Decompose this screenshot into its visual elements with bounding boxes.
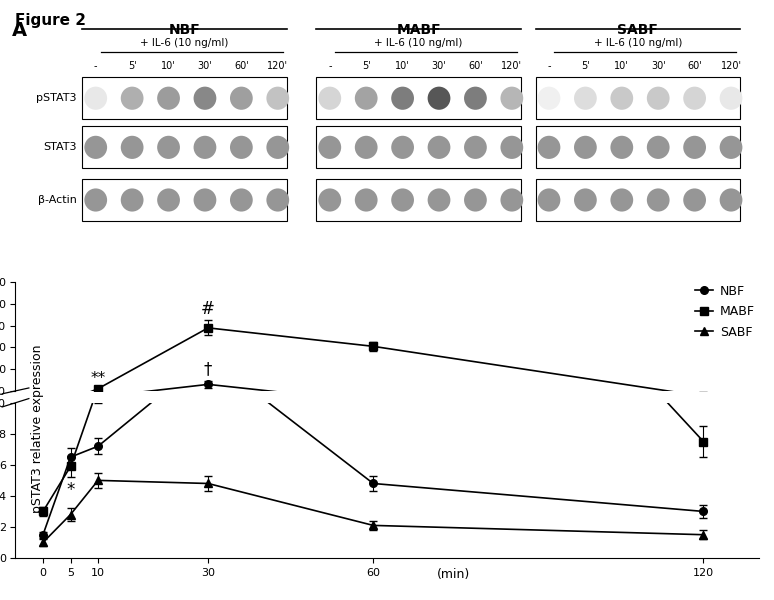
Ellipse shape — [391, 188, 414, 212]
Ellipse shape — [121, 136, 143, 159]
Ellipse shape — [121, 86, 143, 110]
Text: †: † — [204, 360, 212, 378]
Text: #: # — [201, 300, 215, 318]
Ellipse shape — [157, 188, 180, 212]
Ellipse shape — [354, 86, 378, 110]
Ellipse shape — [194, 136, 217, 159]
Text: 10': 10' — [615, 61, 629, 71]
FancyBboxPatch shape — [317, 126, 521, 169]
Ellipse shape — [501, 86, 523, 110]
Text: 10': 10' — [396, 61, 410, 71]
Ellipse shape — [318, 136, 341, 159]
Text: 5': 5' — [128, 61, 136, 71]
Ellipse shape — [464, 188, 487, 212]
Text: *: * — [67, 481, 75, 499]
Text: 5': 5' — [581, 61, 590, 71]
Ellipse shape — [354, 188, 378, 212]
FancyBboxPatch shape — [82, 77, 286, 119]
FancyBboxPatch shape — [317, 77, 521, 119]
FancyBboxPatch shape — [536, 126, 740, 169]
Text: (min): (min) — [437, 568, 471, 581]
Ellipse shape — [611, 188, 633, 212]
Ellipse shape — [574, 86, 597, 110]
Text: **: ** — [91, 371, 106, 386]
Ellipse shape — [427, 136, 450, 159]
Ellipse shape — [157, 136, 180, 159]
Text: + IL-6 (10 ng/ml): + IL-6 (10 ng/ml) — [140, 38, 228, 47]
Text: 60': 60' — [687, 61, 702, 71]
Ellipse shape — [611, 136, 633, 159]
Ellipse shape — [121, 188, 143, 212]
Text: NBF: NBF — [169, 23, 200, 37]
Ellipse shape — [230, 136, 253, 159]
Ellipse shape — [501, 188, 523, 212]
Ellipse shape — [683, 86, 706, 110]
Ellipse shape — [318, 86, 341, 110]
Ellipse shape — [84, 136, 107, 159]
Text: + IL-6 (10 ng/ml): + IL-6 (10 ng/ml) — [375, 38, 463, 47]
Ellipse shape — [611, 86, 633, 110]
Ellipse shape — [266, 188, 289, 212]
Ellipse shape — [501, 136, 523, 159]
Ellipse shape — [391, 136, 414, 159]
Text: β-Actin: β-Actin — [37, 195, 77, 205]
Ellipse shape — [683, 136, 706, 159]
Ellipse shape — [574, 136, 597, 159]
Text: 120': 120' — [721, 61, 741, 71]
Ellipse shape — [194, 86, 217, 110]
FancyBboxPatch shape — [82, 126, 286, 169]
Ellipse shape — [84, 188, 107, 212]
Ellipse shape — [647, 136, 670, 159]
Text: + IL-6 (10 ng/ml): + IL-6 (10 ng/ml) — [594, 38, 682, 47]
Ellipse shape — [647, 188, 670, 212]
Text: -: - — [547, 61, 551, 71]
Text: 30': 30' — [651, 61, 666, 71]
Ellipse shape — [720, 188, 742, 212]
Text: 10': 10' — [161, 61, 176, 71]
Text: pSTAT3: pSTAT3 — [36, 93, 77, 103]
Text: 30': 30' — [197, 61, 212, 71]
Text: 60': 60' — [468, 61, 483, 71]
Text: 120': 120' — [502, 61, 522, 71]
Ellipse shape — [354, 136, 378, 159]
Ellipse shape — [157, 86, 180, 110]
Ellipse shape — [538, 86, 560, 110]
Ellipse shape — [84, 86, 107, 110]
Legend: NBF, MABF, SABF: NBF, MABF, SABF — [690, 280, 760, 344]
Text: -: - — [328, 61, 331, 71]
Text: 5': 5' — [361, 61, 371, 71]
Text: Figure 2: Figure 2 — [15, 13, 87, 28]
Text: SABF: SABF — [618, 23, 658, 37]
Ellipse shape — [720, 86, 742, 110]
Text: 120': 120' — [267, 61, 288, 71]
FancyBboxPatch shape — [82, 179, 286, 221]
Ellipse shape — [720, 136, 742, 159]
Ellipse shape — [538, 188, 560, 212]
Ellipse shape — [266, 136, 289, 159]
Ellipse shape — [318, 188, 341, 212]
Text: 60': 60' — [234, 61, 248, 71]
Ellipse shape — [683, 188, 706, 212]
Text: MABF: MABF — [396, 23, 441, 37]
FancyBboxPatch shape — [536, 77, 740, 119]
Text: A: A — [12, 21, 27, 40]
Ellipse shape — [647, 86, 670, 110]
Ellipse shape — [538, 136, 560, 159]
Text: -: - — [94, 61, 98, 71]
Ellipse shape — [230, 188, 253, 212]
Ellipse shape — [194, 188, 217, 212]
Ellipse shape — [464, 136, 487, 159]
Ellipse shape — [391, 86, 414, 110]
Ellipse shape — [574, 188, 597, 212]
Text: pSTAT3 relative expression: pSTAT3 relative expression — [31, 345, 43, 513]
FancyBboxPatch shape — [536, 179, 740, 221]
FancyBboxPatch shape — [317, 179, 521, 221]
Ellipse shape — [427, 86, 450, 110]
Ellipse shape — [230, 86, 253, 110]
Ellipse shape — [427, 188, 450, 212]
Ellipse shape — [266, 86, 289, 110]
Text: STAT3: STAT3 — [43, 142, 77, 152]
Ellipse shape — [464, 86, 487, 110]
Text: 30': 30' — [432, 61, 447, 71]
